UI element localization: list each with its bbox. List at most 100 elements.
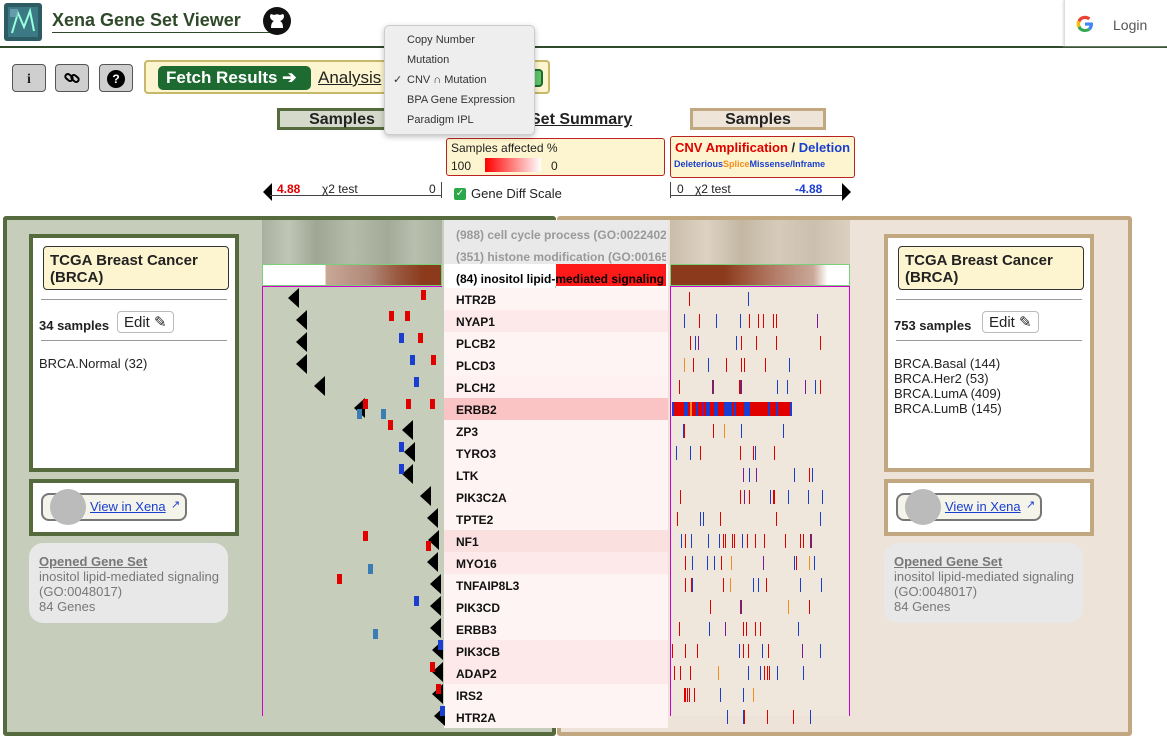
gene-label[interactable]: ERBB3: [456, 623, 497, 637]
legend-amplification: CNV Amplification: [675, 140, 788, 155]
mutation-mark: [754, 402, 756, 416]
mutation-mark: [763, 556, 764, 570]
mutation-mark: [820, 644, 821, 658]
divider: [41, 299, 227, 300]
gene-label[interactable]: MYO16: [456, 557, 497, 571]
gene-label[interactable]: TYRO3: [456, 447, 497, 461]
xena-logo[interactable]: [4, 3, 42, 41]
mutation-legend: CNV Amplification / Deletion Deleterious…: [670, 136, 855, 178]
mutation-mark: [686, 402, 688, 416]
mutation-mark: [772, 402, 774, 416]
right-edit-button[interactable]: Edit ✎: [982, 311, 1039, 333]
mutation-mark: [756, 402, 758, 416]
mutation-mark: [790, 402, 792, 416]
login-button[interactable]: [1064, 0, 1167, 46]
gene-label[interactable]: PLCB2: [456, 337, 496, 351]
mutation-mark: [776, 512, 777, 526]
gene-label[interactable]: TNFAIP8L3: [456, 579, 520, 593]
gene-label[interactable]: PIK3CB: [456, 645, 501, 659]
score-marker-icon: [427, 552, 438, 572]
github-icon[interactable]: [262, 6, 292, 36]
mutation-mark: [821, 578, 822, 592]
gene-label[interactable]: HTR2A: [456, 711, 497, 725]
mutation-mark: [776, 336, 777, 350]
left-selected-geneset-bar[interactable]: [262, 264, 442, 286]
gene-row-bg: [444, 574, 668, 596]
gene-label[interactable]: TPTE2: [456, 513, 494, 527]
mutation-mark: [724, 424, 725, 438]
left-cohort-name[interactable]: TCGA Breast Cancer (BRCA): [43, 246, 229, 290]
mutation-mark: [777, 380, 778, 394]
right-selected-geneset-bar[interactable]: [670, 264, 850, 286]
gene-label[interactable]: PIK3CD: [456, 601, 501, 615]
mutation-mark: [760, 402, 762, 416]
mutation-mark: [798, 622, 799, 636]
right-geneset-heatmap[interactable]: [670, 220, 850, 264]
mutation-mark: [713, 380, 714, 394]
menu-item-paradigm-ipl[interactable]: Paradigm IPL: [407, 114, 474, 126]
help-button[interactable]: ?: [99, 64, 133, 92]
gene-set-summary-header[interactable]: Set Summary: [530, 111, 633, 128]
gene-label[interactable]: NF1: [456, 535, 479, 549]
link-button[interactable]: [55, 64, 89, 92]
samples-header-right[interactable]: Samples: [690, 108, 826, 130]
score-marker-icon: [354, 398, 365, 418]
gene-label[interactable]: PLCD3: [456, 359, 496, 373]
geneset-row[interactable]: (988) cell cycle process (GO:0022402: [456, 228, 666, 242]
mutation-mark: [709, 622, 710, 636]
mutation-mark: [683, 424, 684, 438]
mutation-mark: [788, 402, 790, 416]
gene-label[interactable]: ERBB2: [456, 403, 497, 417]
gene-label[interactable]: ADAP2: [456, 667, 497, 681]
right-cohort-name[interactable]: TCGA Breast Cancer (BRCA): [898, 246, 1084, 290]
mutation-mark: [762, 644, 763, 658]
gene-label[interactable]: HTR2B: [456, 293, 497, 307]
info-button[interactable]: i: [12, 64, 46, 92]
view-in-xena-link[interactable]: View in Xena: [90, 499, 166, 514]
opened-gene-set-title[interactable]: Opened Gene Set: [39, 554, 148, 569]
menu-item-mutation[interactable]: Mutation: [407, 54, 450, 66]
right-view-in-xena-button[interactable]: View in Xena ↗: [896, 489, 1042, 525]
mutation-mark: [809, 556, 810, 570]
mutation-mark: [685, 688, 686, 702]
gene-row-bg: [444, 662, 668, 684]
analysis-dropdown-trigger[interactable]: Analysis: [318, 68, 382, 87]
mutation-mark: [381, 409, 386, 419]
mutation-mark: [720, 512, 721, 526]
gene-label[interactable]: ZP3: [456, 425, 479, 439]
left-geneset-heatmap[interactable]: [262, 220, 442, 264]
gene-label[interactable]: NYAP1: [456, 315, 495, 329]
left-edit-button[interactable]: Edit ✎: [117, 311, 174, 333]
menu-item-copy-number[interactable]: Copy Number: [407, 34, 475, 46]
left-view-in-xena-button[interactable]: View in Xena ↗: [41, 489, 187, 525]
menu-item-cnv-mutation[interactable]: CNV ∩ Mutation: [407, 74, 487, 86]
fetch-results-button[interactable]: Fetch Results ➔: [158, 66, 311, 90]
mutation-mark: [406, 399, 411, 409]
gene-row-bg: [444, 376, 668, 398]
gene-label[interactable]: LTK: [456, 469, 479, 483]
gene-diff-label[interactable]: Gene Diff Scale: [471, 186, 562, 201]
mutation-mark: [789, 358, 790, 372]
mutation-mark: [780, 402, 782, 416]
gene-diff-checkbox[interactable]: ✓: [454, 188, 466, 200]
left-gene-matrix[interactable]: [262, 286, 442, 716]
opened-gene-set-title[interactable]: Opened Gene Set: [894, 554, 1003, 569]
gene-label[interactable]: PLCH2: [456, 381, 496, 395]
mutation-mark: [689, 292, 690, 306]
mutation-mark: [690, 666, 691, 680]
login-label[interactable]: Login: [1113, 17, 1148, 33]
geneset-row[interactable]: (351) histone modification (GO:00165: [456, 250, 666, 264]
mutation-mark: [770, 490, 771, 504]
divider: [896, 299, 1082, 300]
mutation-mark: [698, 402, 700, 416]
right-opened-gene-set: Opened Gene Set inositol lipid-mediated …: [884, 543, 1083, 623]
app-title[interactable]: Xena Gene Set Viewer: [52, 10, 283, 33]
view-in-xena-link[interactable]: View in Xena: [945, 499, 1021, 514]
axis-right-zero: 0: [677, 182, 684, 196]
geneset-row-selected[interactable]: (84) inositol lipid-mediated signaling: [456, 272, 665, 286]
mutation-mark: [782, 402, 784, 416]
gene-label[interactable]: IRS2: [456, 689, 483, 703]
menu-item-bpa-expression[interactable]: BPA Gene Expression: [407, 94, 516, 106]
gene-label[interactable]: PIK3C2A: [456, 491, 507, 505]
mutation-mark: [774, 446, 775, 460]
